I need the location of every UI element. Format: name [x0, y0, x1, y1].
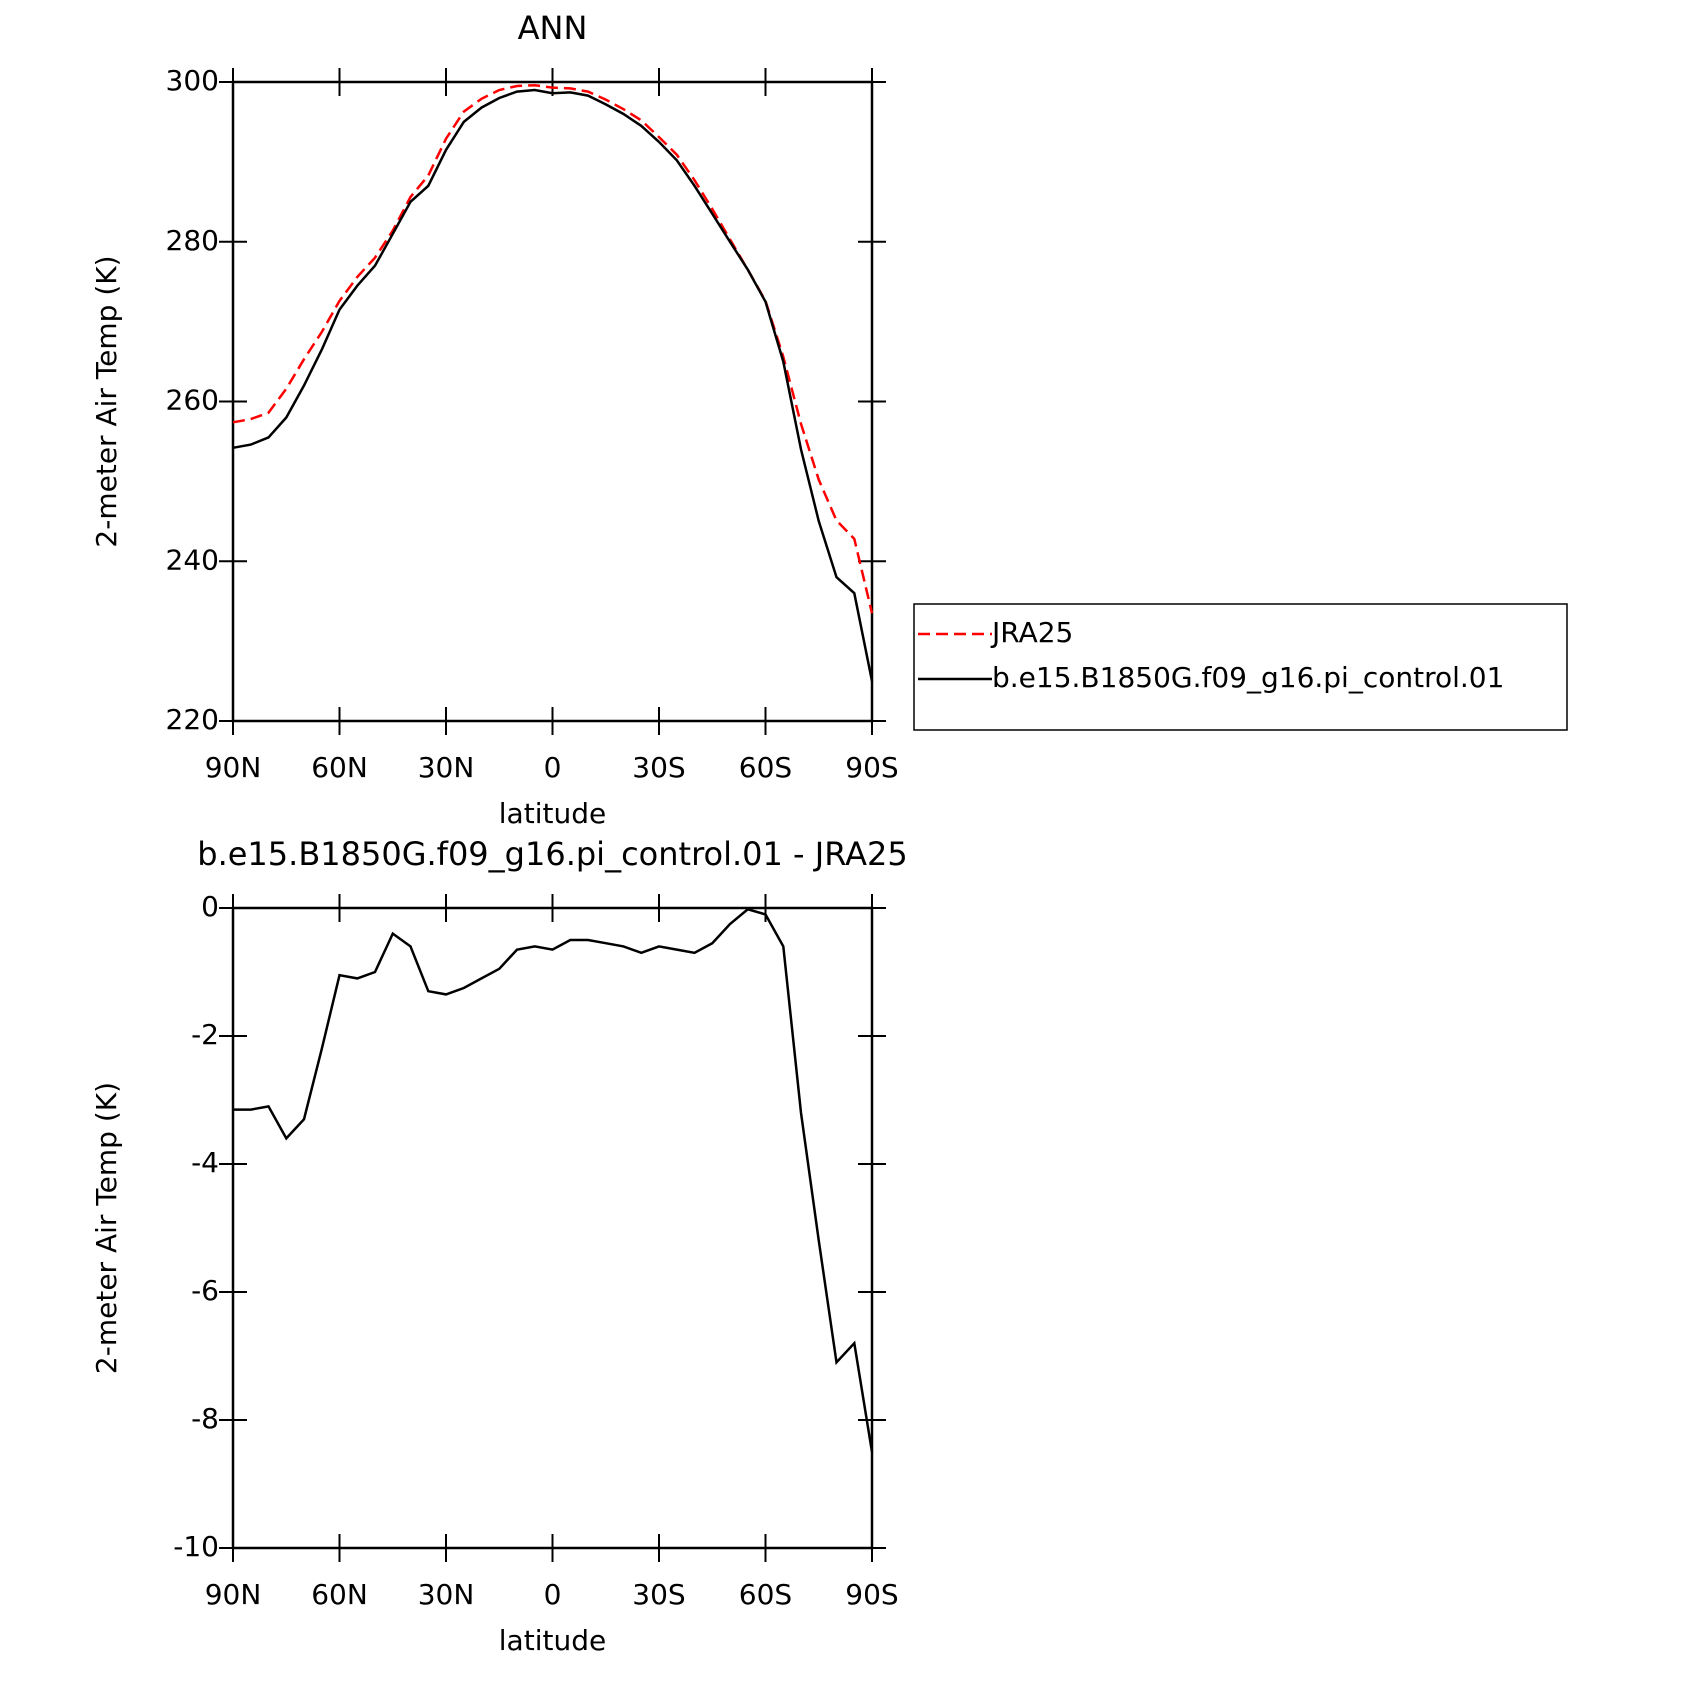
plot-frame: [231, 906, 874, 1550]
x-tick-label: 30S: [632, 1578, 685, 1611]
x-tick-label: 90N: [205, 1578, 262, 1611]
data-line: [233, 907, 874, 1453]
x-tick-label: 90S: [845, 1578, 898, 1611]
data-line: [232, 83, 874, 614]
legend-box: [913, 603, 1568, 731]
y-tick-label: -10: [173, 1530, 219, 1563]
x-tick-label: 90S: [845, 751, 898, 784]
y-tick-label: -4: [191, 1146, 219, 1179]
y-tick-label: 260: [166, 384, 219, 417]
y-tick-label: 220: [166, 703, 219, 736]
x-tick-label: 60S: [739, 1578, 792, 1611]
y-tick-label: 0: [201, 890, 219, 923]
chart-title: ANN: [518, 9, 588, 47]
y-tick-label: 240: [166, 543, 219, 576]
x-tick-label: 60N: [311, 1578, 368, 1611]
x-tick-label: 0: [544, 751, 562, 784]
y-tick-label: 280: [166, 224, 219, 257]
data-line: [232, 88, 874, 682]
x-tick-label: 0: [544, 1578, 562, 1611]
y-axis-label: 2-meter Air Temp (K): [90, 255, 123, 547]
x-tick-label: 30N: [418, 751, 475, 784]
plot-frame: [231, 80, 874, 723]
y-axis-label: 2-meter Air Temp (K): [90, 1082, 123, 1374]
legend-label: b.e15.B1850G.f09_g16.pi_control.01: [992, 661, 1504, 694]
y-tick-label: -6: [191, 1274, 219, 1307]
x-axis-label: latitude: [499, 797, 606, 830]
x-tick-label: 60N: [311, 751, 368, 784]
x-tick-label: 30S: [632, 751, 685, 784]
y-tick-label: -2: [191, 1018, 219, 1051]
x-tick-label: 60S: [739, 751, 792, 784]
x-tick-label: 90N: [205, 751, 262, 784]
y-tick-label: -8: [191, 1402, 219, 1435]
legend-label: JRA25: [990, 616, 1073, 649]
x-tick-label: 30N: [418, 1578, 475, 1611]
x-axis-label: latitude: [499, 1624, 606, 1657]
y-tick-label: 300: [166, 64, 219, 97]
chart-title: b.e15.B1850G.f09_g16.pi_control.01 - JRA…: [197, 835, 908, 873]
